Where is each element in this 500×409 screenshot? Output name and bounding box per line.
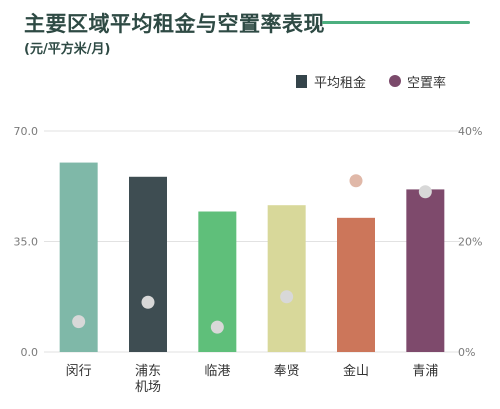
- category-label: 临港: [204, 364, 230, 379]
- category-label: 金山: [343, 363, 369, 379]
- left-axis-tick-label: 35.0: [14, 236, 39, 249]
- vacancy-dot: [280, 290, 294, 304]
- chart-unit: (元/平方米/月): [24, 42, 111, 57]
- legend-rent-label: 平均租金: [314, 75, 366, 91]
- category-label: 青浦: [412, 364, 438, 379]
- rent-bar: [406, 189, 445, 352]
- vacancy-dot: [210, 320, 224, 334]
- right-axis-ticks: 0% 20% 40%: [458, 125, 482, 359]
- rent-bar: [267, 205, 306, 352]
- rent-bar: [129, 176, 167, 352]
- category-label: 浦东: [135, 364, 161, 379]
- right-axis-tick-label: 40%: [458, 125, 482, 138]
- category-label: 奉贤: [274, 364, 300, 379]
- legend-vacancy-swatch: [389, 75, 401, 87]
- legend: 平均租金 空置率: [296, 75, 446, 91]
- rent-bar: [337, 217, 375, 352]
- right-axis-tick-label: 20%: [458, 236, 482, 249]
- category-label: 机场: [135, 380, 161, 395]
- title-accent-rule: [322, 21, 470, 24]
- vacancy-dot: [418, 185, 432, 199]
- vacancy-dot: [349, 174, 363, 188]
- grid-lines: [44, 130, 460, 353]
- chart-title: 主要区域平均租金与空置率表现: [24, 12, 325, 36]
- vacancy-dot: [141, 295, 155, 309]
- vacancy-dots: [72, 174, 432, 334]
- category-label: 闵行: [66, 364, 92, 379]
- left-axis-tick-label: 70.0: [14, 125, 39, 138]
- left-axis-ticks: 0.0 35.0 70.0: [14, 125, 39, 359]
- rent-bars: [59, 162, 445, 352]
- right-axis-tick-label: 0%: [458, 346, 475, 359]
- left-axis-tick-label: 0.0: [21, 346, 39, 359]
- legend-rent-swatch: [296, 75, 307, 88]
- legend-vacancy-label: 空置率: [407, 75, 446, 91]
- vacancy-dot: [72, 315, 86, 329]
